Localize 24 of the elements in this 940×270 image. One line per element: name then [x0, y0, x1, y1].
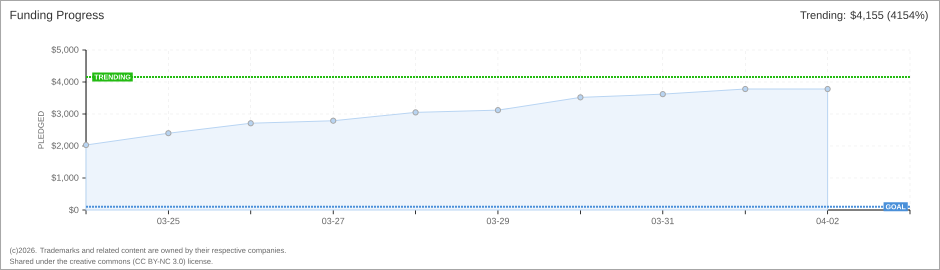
y-tick-label: $2,000	[51, 142, 78, 150]
x-tick-label: 03-31	[652, 218, 674, 224]
point	[248, 120, 254, 126]
point	[494, 107, 502, 114]
chart-title: Funding Progress	[10, 10, 104, 22]
point	[577, 94, 584, 100]
y-tick-label: $1,000	[51, 174, 78, 182]
y-axis-title: PLEDGED	[38, 111, 44, 148]
point	[330, 118, 336, 124]
x-tick-label: 03-27	[322, 218, 344, 224]
point	[660, 91, 666, 98]
x-tick-label: 04-02	[816, 218, 839, 224]
y-tick-label: $0	[68, 206, 78, 214]
point	[412, 109, 419, 116]
point	[824, 86, 831, 92]
point	[165, 130, 172, 136]
point	[82, 142, 90, 148]
y-tick-label: $4,000	[51, 78, 78, 86]
x-tick-label: 03-29	[486, 218, 510, 224]
text: Trending: $4,155 (4154%)	[800, 10, 928, 22]
y-tick-label: $5,000	[51, 46, 78, 54]
x-tick-label: 03-25	[157, 218, 180, 224]
point	[742, 86, 748, 92]
y-tick-label: $3,000	[51, 110, 78, 118]
